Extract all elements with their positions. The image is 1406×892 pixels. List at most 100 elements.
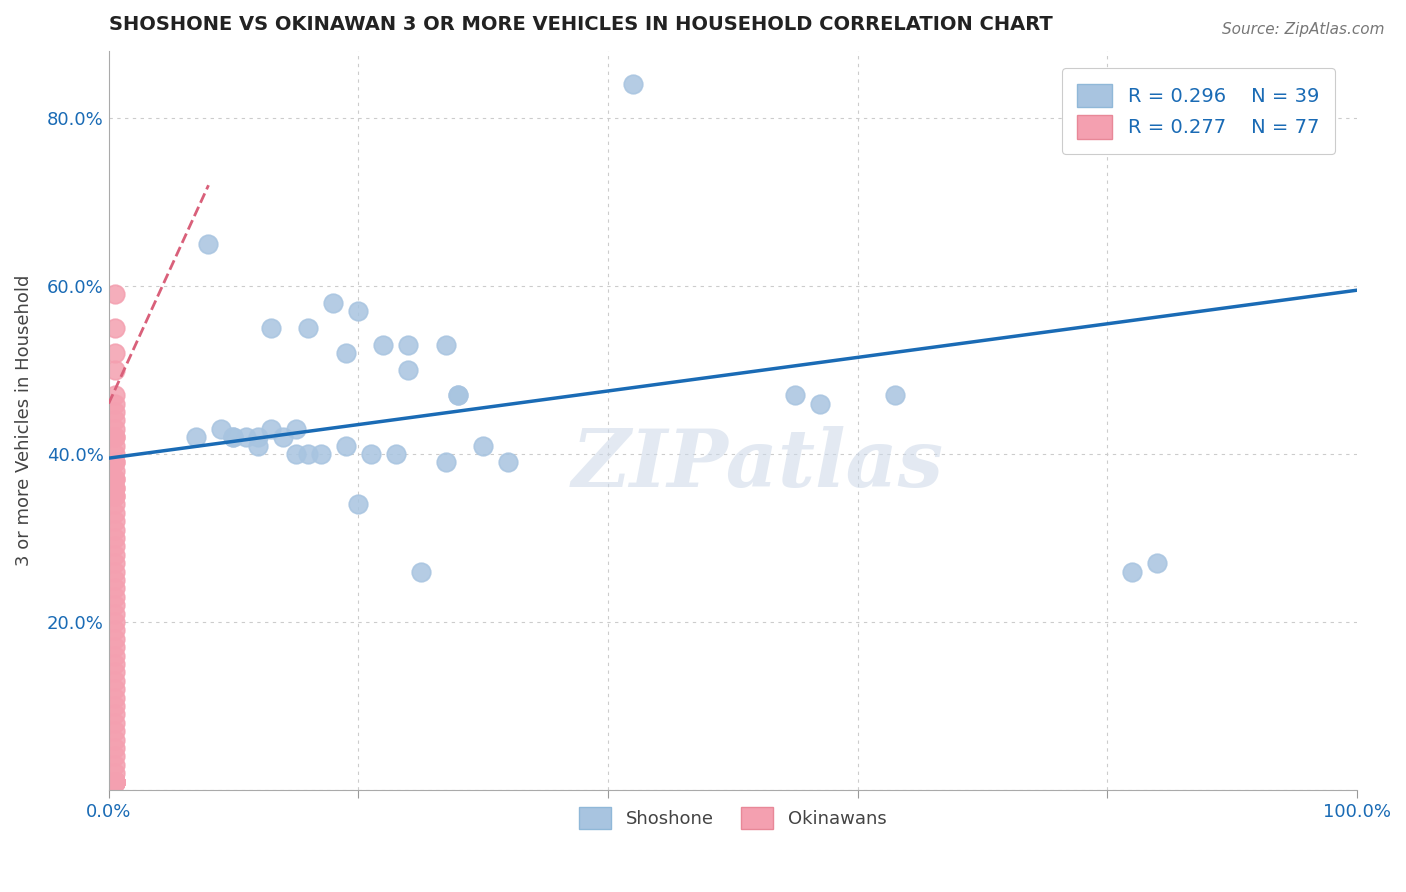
Point [104,607,127,621]
Point [396,338,419,352]
Point [1146,556,1168,570]
Point [104,540,127,554]
Point [104,624,127,638]
Point [104,749,127,764]
Point [373,338,395,352]
Point [104,388,127,402]
Point [260,422,283,436]
Point [884,388,907,402]
Point [360,447,382,461]
Point [104,774,127,789]
Point [104,565,127,579]
Point [621,78,644,92]
Point [297,321,319,335]
Point [197,237,219,252]
Point [104,615,127,629]
Point [104,396,127,410]
Point [104,531,127,545]
Point [104,590,127,604]
Point [260,321,283,335]
Point [104,548,127,562]
Point [104,632,127,646]
Point [104,774,127,789]
Point [104,573,127,587]
Point [104,422,127,436]
Point [104,774,127,789]
Point [104,657,127,671]
Point [104,724,127,739]
Point [104,774,127,789]
Point [104,287,127,301]
Point [104,439,127,453]
Point [384,447,406,461]
Point [104,405,127,419]
Legend: Shoshone, Okinawans: Shoshone, Okinawans [572,800,894,837]
Point [104,447,127,461]
Point [284,422,307,436]
Point [235,430,257,444]
Point [104,707,127,722]
Point [104,346,127,360]
Point [104,455,127,469]
Point [104,774,127,789]
Point [104,774,127,789]
Point [104,774,127,789]
Point [104,506,127,520]
Point [104,698,127,713]
Point [104,774,127,789]
Point [104,472,127,486]
Point [104,774,127,789]
Point [104,682,127,697]
Point [104,497,127,511]
Point [104,489,127,503]
Point [104,774,127,789]
Point [104,582,127,596]
Point [104,556,127,570]
Point [104,774,127,789]
Point [434,338,457,352]
Point [104,732,127,747]
Point [785,388,807,402]
Point [104,774,127,789]
Point [104,430,127,444]
Point [104,774,127,789]
Point [322,295,344,310]
Point [209,422,232,436]
Point [104,774,127,789]
Point [434,455,457,469]
Point [104,464,127,478]
Text: SHOSHONE VS OKINAWAN 3 OR MORE VEHICLES IN HOUSEHOLD CORRELATION CHART: SHOSHONE VS OKINAWAN 3 OR MORE VEHICLES … [108,15,1052,34]
Text: ZIPatlas: ZIPatlas [572,426,943,503]
Point [396,363,419,377]
Point [104,363,127,377]
Point [247,439,270,453]
Point [104,430,127,444]
Point [104,740,127,755]
Point [104,715,127,730]
Point [104,648,127,663]
Point [184,430,207,444]
Point [104,774,127,789]
Point [335,346,357,360]
Point [104,774,127,789]
Point [284,447,307,461]
Point [297,447,319,461]
Point [222,430,245,444]
Point [273,430,295,444]
Point [104,774,127,789]
Point [347,304,370,318]
Point [104,690,127,705]
Point [447,388,470,402]
Point [347,497,370,511]
Y-axis label: 3 or more Vehicles in Household: 3 or more Vehicles in Household [15,275,32,566]
Point [1121,565,1143,579]
Point [104,673,127,688]
Point [335,439,357,453]
Point [104,766,127,780]
Point [104,774,127,789]
Point [104,489,127,503]
Point [104,640,127,654]
Point [104,321,127,335]
Point [447,388,470,402]
Point [104,774,127,789]
